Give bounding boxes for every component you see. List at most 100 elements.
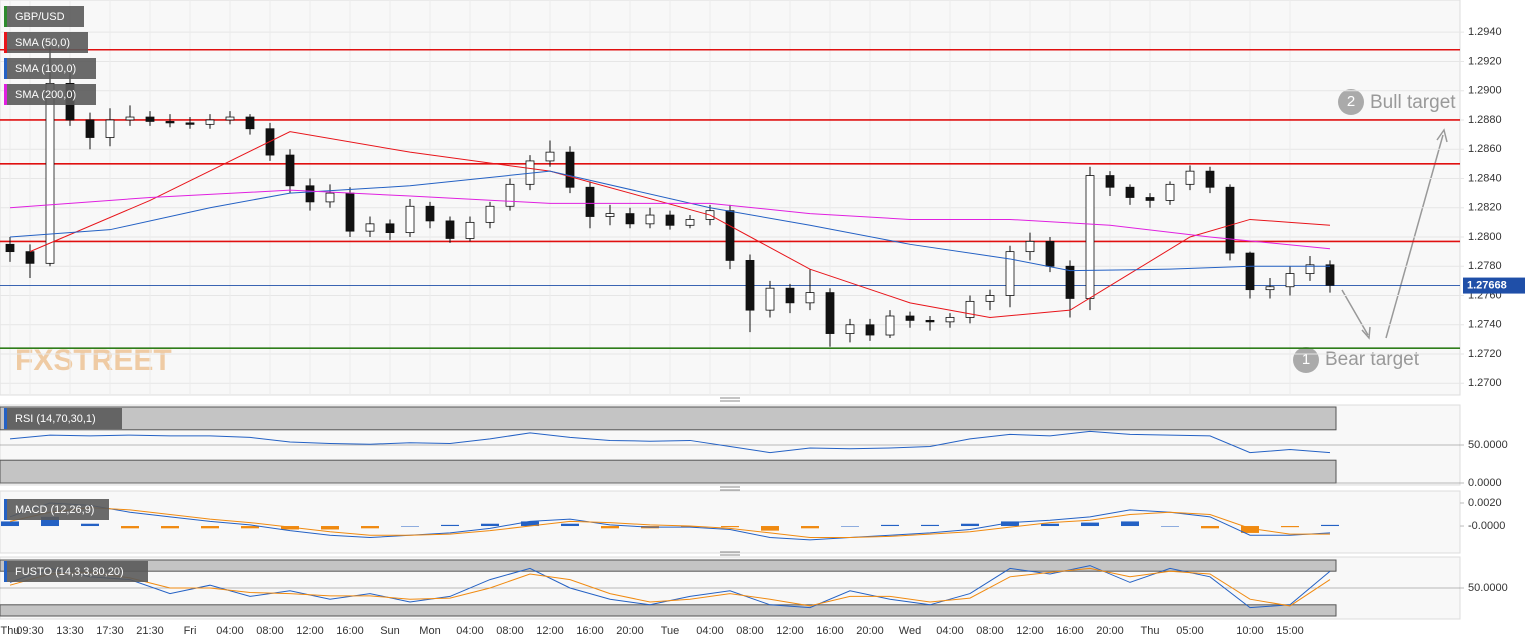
x-tick-label: 05:00 <box>1176 625 1204 637</box>
oversold-band <box>0 604 1337 617</box>
chip-color <box>4 561 7 582</box>
current-price-label: 1.27668 <box>1467 279 1507 291</box>
candle-body <box>745 260 755 311</box>
x-tick-label: Fri <box>184 625 197 637</box>
candle-body <box>305 185 315 203</box>
series-line <box>9 189 1331 250</box>
y-tick-label: 1.2860 <box>1468 143 1502 155</box>
annotation-text: Bull target <box>1370 92 1456 113</box>
candle-body <box>1125 186 1135 198</box>
candle-body <box>225 116 235 121</box>
x-tick-label: 12:00 <box>776 625 804 637</box>
candle-body <box>1185 170 1195 185</box>
candle-body <box>1145 197 1155 201</box>
legend-chip: RSI (14,70,30,1) <box>4 408 122 429</box>
candle-body <box>245 116 255 130</box>
candle-body <box>185 122 195 125</box>
histogram-bar <box>161 526 179 529</box>
candle-body <box>785 287 795 304</box>
x-tick-label: 12:00 <box>1016 625 1044 637</box>
candle-body <box>5 243 15 253</box>
candle-body <box>125 116 135 121</box>
x-tick-label: 16:00 <box>576 625 604 637</box>
x-tick-label: 04:00 <box>216 625 244 637</box>
chip-box <box>4 6 84 27</box>
chip-color <box>4 84 7 105</box>
x-tick-label: 08:00 <box>256 625 284 637</box>
candle-body <box>905 315 915 321</box>
candle-body <box>325 192 335 203</box>
histogram-bar <box>81 523 99 527</box>
candle-body <box>685 219 695 226</box>
x-tick-label: 08:00 <box>736 625 764 637</box>
histogram-bar <box>1001 521 1019 527</box>
histogram-bar <box>681 526 699 528</box>
y-tick-label: -0.0000 <box>1468 520 1505 532</box>
candle-body <box>45 82 55 264</box>
x-tick-label: 08:00 <box>496 625 524 637</box>
histogram-bar <box>841 526 859 527</box>
series-line <box>9 567 1331 607</box>
candle-body <box>505 183 515 207</box>
candle-body <box>1105 175 1115 188</box>
x-tick-label: 13:30 <box>56 625 84 637</box>
candle-body <box>365 223 375 232</box>
annotation-badge <box>1338 89 1364 115</box>
histogram-bar <box>281 526 299 530</box>
y-tick-label: 0.0000 <box>1468 477 1502 489</box>
y-tick-label: 50.0000 <box>1468 582 1508 594</box>
chip-color <box>4 499 7 520</box>
x-tick-label: 04:00 <box>456 625 484 637</box>
histogram-bar <box>961 523 979 527</box>
x-tick-label: Thu <box>1141 625 1160 637</box>
candle-body <box>1045 240 1055 267</box>
histogram-bar <box>321 526 339 530</box>
candle-body <box>1005 251 1015 296</box>
x-tick-label: 17:30 <box>96 625 124 637</box>
candle-body <box>765 287 775 311</box>
histogram-bar <box>1241 526 1259 533</box>
histogram-bar <box>1121 521 1139 527</box>
candle-body <box>865 324 875 336</box>
x-tick-label: 16:00 <box>1056 625 1084 637</box>
watermark: FXSTREET <box>15 344 172 377</box>
candle-body <box>805 292 815 304</box>
resize-grips <box>720 397 740 556</box>
candle-body <box>545 151 555 162</box>
chip-box <box>4 32 88 53</box>
overbought-band <box>0 559 1337 572</box>
chip-text: SMA (50,0) <box>15 37 70 49</box>
y-tick-label: 1.2900 <box>1468 85 1502 97</box>
histogram-bar <box>881 524 899 527</box>
chip-color <box>4 32 7 53</box>
series-line <box>9 502 1331 541</box>
histogram-bar <box>521 521 539 527</box>
histogram-bar <box>1321 524 1339 527</box>
candle-body <box>385 223 395 234</box>
chip-text: SMA (100,0) <box>15 63 76 75</box>
candle-body <box>105 119 115 138</box>
series-line <box>29 131 1331 318</box>
candle-body <box>845 324 855 334</box>
histogram-bar <box>41 516 59 527</box>
histogram-bar <box>721 526 739 528</box>
histogram-bar <box>801 526 819 529</box>
x-tick-label: Sun <box>380 625 400 637</box>
y-tick-label: 50.0000 <box>1468 439 1508 451</box>
histogram-bar <box>121 526 139 529</box>
y-tick-label: 1.2740 <box>1468 319 1502 331</box>
x-tick-label: 12:00 <box>296 625 324 637</box>
candle-body <box>645 214 655 225</box>
histogram-bar <box>1081 522 1099 527</box>
histogram-bar <box>201 526 219 529</box>
histogram-bar <box>921 524 939 527</box>
y-tick-label: 0.0020 <box>1468 497 1502 509</box>
histogram-bar <box>481 523 499 527</box>
legend-chip: SMA (50,0) <box>4 32 88 53</box>
x-tick-label: Wed <box>899 625 921 637</box>
histogram-bar <box>1161 526 1179 527</box>
annotation-text: Bear target <box>1325 349 1420 370</box>
x-tick-label: 20:00 <box>1096 625 1124 637</box>
candle-body <box>405 205 415 234</box>
candle-body <box>85 119 95 138</box>
